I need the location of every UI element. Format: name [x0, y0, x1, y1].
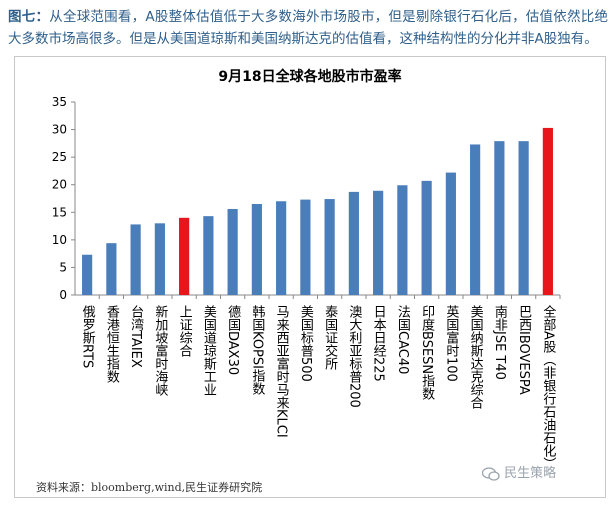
bar: [82, 254, 93, 295]
bar: [203, 216, 214, 295]
bar: [470, 144, 481, 295]
bar: [154, 223, 165, 295]
x-category-label: 泰国证交所: [322, 305, 338, 370]
y-tick-label: 5: [59, 260, 67, 274]
bar: [130, 224, 141, 295]
x-category-label: 马来西亚富时马来KLCI: [274, 305, 290, 438]
bar: [251, 204, 262, 295]
bar: [348, 191, 359, 295]
brand-watermark: 民生策略: [482, 462, 556, 481]
data-source-note: 资料来源：bloomberg,wind,民生证券研究院: [36, 481, 263, 494]
pe-bar-chart: 9月18日全球各地股市市盈率 0 5 10 15 20 25 30 35 俄罗斯RTS 香港恒生…: [52, 68, 561, 470]
x-category-label: 上证综合: [177, 305, 193, 357]
figure-caption: 图七：从全球范围看，A股整体估值低于大多数海外市场股市，但是剔除银行石化后，估值…: [8, 6, 608, 50]
x-category-label: 南非JSE T40: [492, 304, 508, 379]
chart-title: 9月18日全球各地股市市盈率: [218, 68, 401, 85]
bar: [518, 141, 529, 295]
chart-bars: [82, 127, 553, 295]
bar: [324, 199, 335, 295]
x-category-label: 美国标普500: [298, 305, 314, 382]
bar: [106, 243, 117, 295]
x-category-label: 德国DAX30: [225, 305, 241, 375]
x-category-label: 英国富时100: [443, 305, 459, 382]
y-tick-label: 15: [52, 205, 67, 219]
y-tick-label: 10: [52, 233, 67, 247]
bar: [397, 185, 408, 295]
x-category-label: 台湾TAIEX: [128, 305, 144, 368]
x-category-label: 澳大利亚标普200: [346, 304, 362, 407]
x-category-label: 香港恒生指数: [104, 305, 120, 383]
x-category-label: 新加坡富时海峡: [152, 304, 168, 396]
bar: [373, 190, 384, 295]
bar: [421, 180, 432, 295]
x-category-label: 俄罗斯RTS: [80, 305, 96, 368]
x-category-label: 美国纳斯达克综合: [468, 305, 484, 409]
bar: [542, 127, 553, 295]
caption-tag: 图七：: [8, 9, 50, 25]
bar: [300, 199, 311, 295]
x-category-label: 印度BSESN指数: [419, 305, 435, 401]
x-category-label: 法国CAC40: [395, 305, 411, 374]
chart-x-labels: 俄罗斯RTS 香港恒生指数 台湾TAIEX 新加坡富时海峡 上证综合 美国道琼斯工业 德国D…: [80, 304, 556, 469]
wechat-icon: [482, 466, 500, 481]
x-category-label: 韩国KOPSI指数: [249, 305, 265, 395]
x-category-label: 日本日经225: [371, 305, 387, 382]
y-tick-label: 20: [52, 178, 67, 192]
bar: [179, 217, 190, 295]
chart-frame: 9月18日全球各地股市市盈率 0 5 10 15 20 25 30 35 俄罗斯RTS 香港恒生…: [14, 56, 606, 498]
bar: [445, 172, 456, 295]
caption-text: 从全球范围看，A股整体估值低于大多数海外市场股市，但是剔除银行石化后，估值依然比…: [8, 9, 609, 47]
x-category-label: 全部A股（非银行石油石化）: [540, 304, 556, 469]
brand-name: 民生策略: [504, 466, 557, 481]
y-tick-label: 0: [59, 288, 67, 302]
x-category-label: 美国道琼斯工业: [201, 305, 217, 396]
y-tick-label: 30: [52, 123, 67, 137]
bar: [227, 208, 238, 295]
bar: [276, 201, 287, 295]
bar: [494, 141, 505, 295]
y-tick-label: 25: [52, 150, 67, 164]
x-category-label: 巴西IBOVESPA: [516, 305, 532, 395]
y-tick-label: 35: [52, 95, 67, 109]
